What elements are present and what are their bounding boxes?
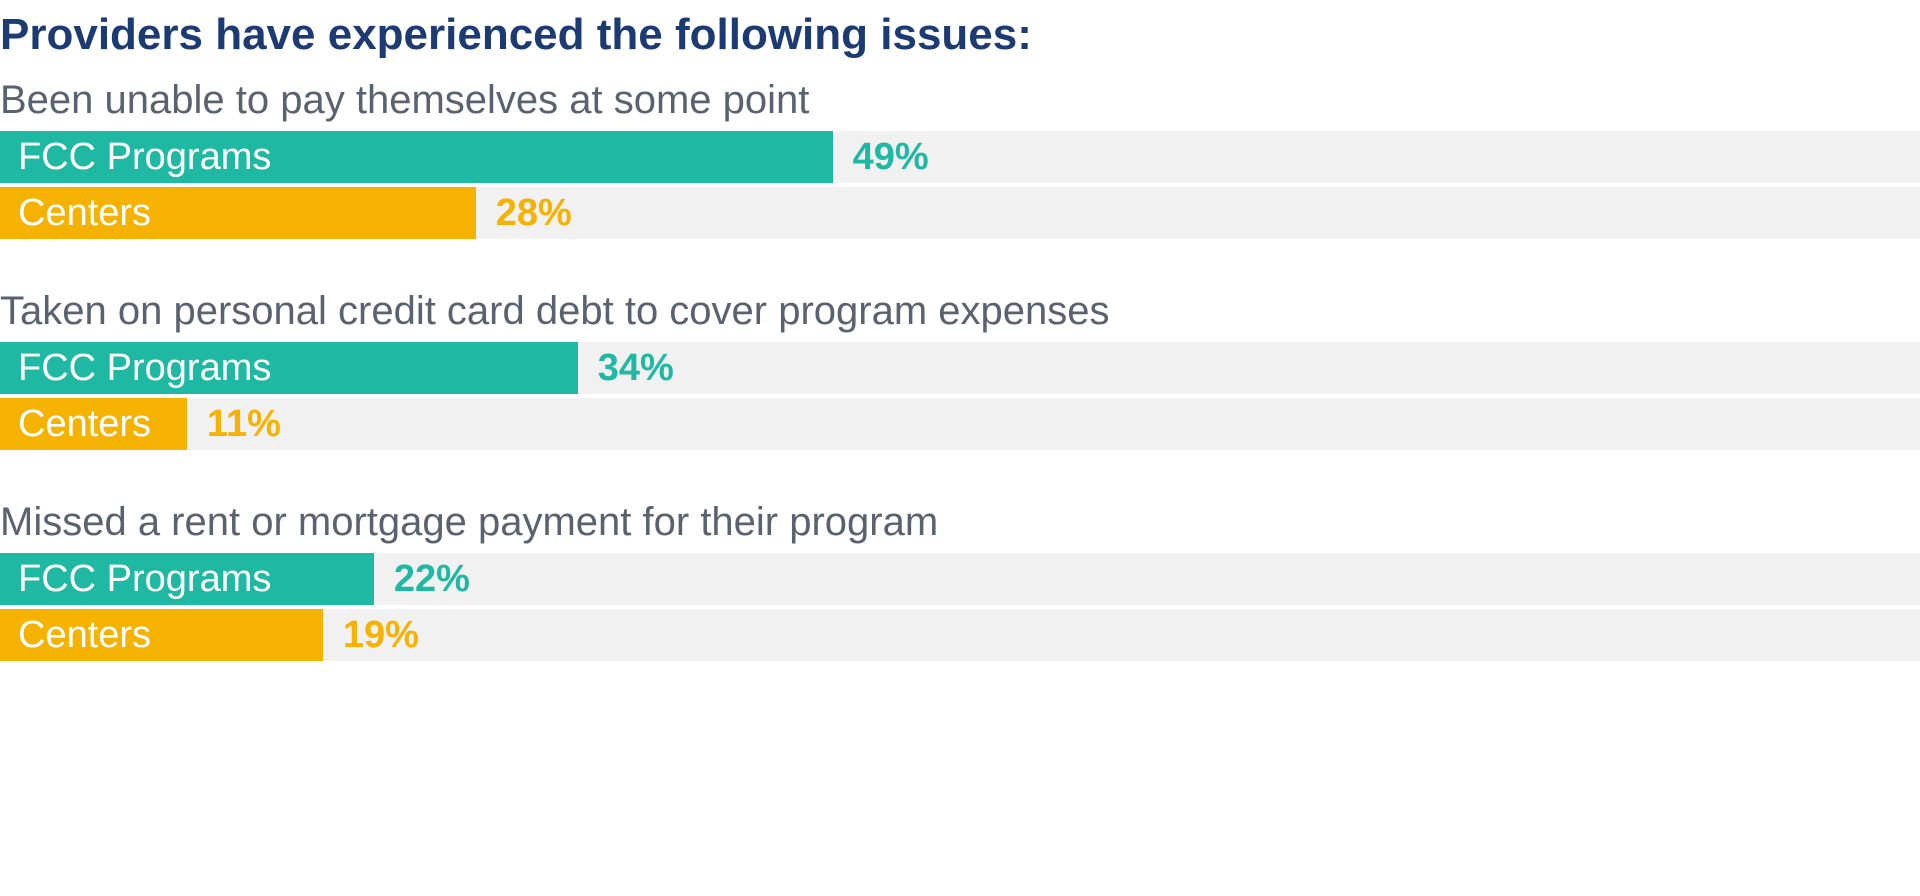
bar-value: 49%	[833, 136, 929, 179]
issue-block: Been unable to pay themselves at some po…	[0, 78, 1920, 239]
bar-value: 19%	[323, 614, 419, 657]
bar-row: FCC Programs34%	[0, 342, 1920, 394]
issue-block: Missed a rent or mortgage payment for th…	[0, 500, 1920, 661]
bar-fill: FCC Programs	[0, 131, 833, 183]
bar-row: Centers11%	[0, 398, 1920, 450]
issue-label: Taken on personal credit card debt to co…	[0, 289, 1920, 334]
bar-value: 28%	[476, 192, 572, 235]
bar-row: Centers19%	[0, 609, 1920, 661]
issue-label: Missed a rent or mortgage payment for th…	[0, 500, 1920, 545]
bar-row: FCC Programs22%	[0, 553, 1920, 605]
bar-fill: Centers	[0, 398, 187, 450]
bar-value: 22%	[374, 558, 470, 601]
bar-fill: FCC Programs	[0, 342, 578, 394]
chart-title: Providers have experienced the following…	[0, 10, 1920, 60]
bar-fill: Centers	[0, 187, 476, 239]
issue-block: Taken on personal credit card debt to co…	[0, 289, 1920, 450]
issues-list: Been unable to pay themselves at some po…	[0, 78, 1920, 661]
bar-row: Centers28%	[0, 187, 1920, 239]
issue-label: Been unable to pay themselves at some po…	[0, 78, 1920, 123]
bar-value: 34%	[578, 347, 674, 390]
bar-fill: Centers	[0, 609, 323, 661]
bar-row: FCC Programs49%	[0, 131, 1920, 183]
bar-fill: FCC Programs	[0, 553, 374, 605]
bar-value: 11%	[187, 403, 281, 446]
provider-issues-chart: Providers have experienced the following…	[0, 10, 1920, 661]
